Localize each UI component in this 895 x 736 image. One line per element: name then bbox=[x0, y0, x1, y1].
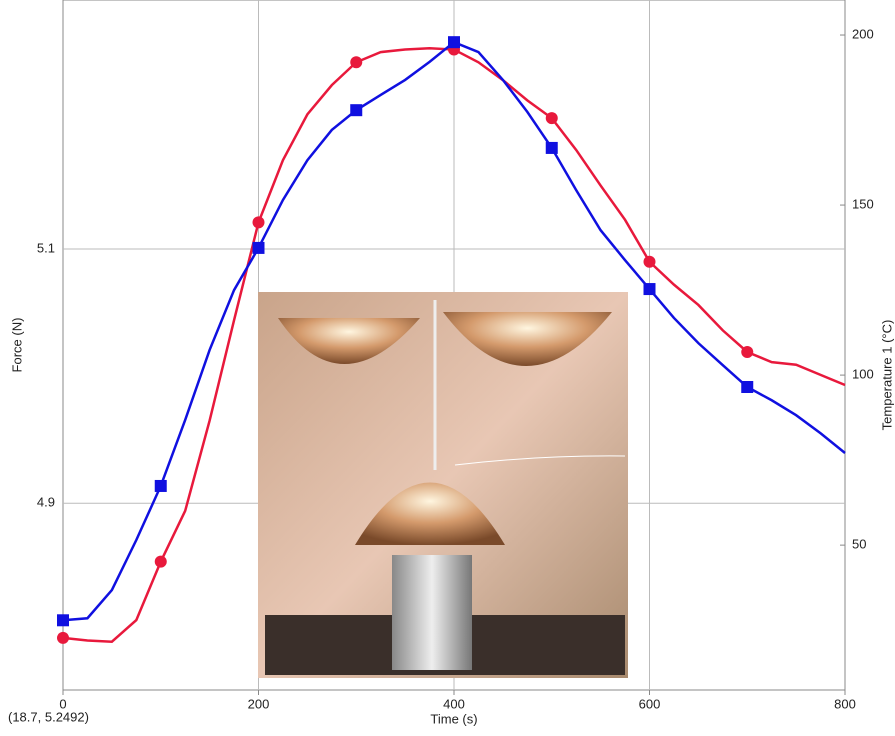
y-tick-label: 4.9 bbox=[37, 495, 55, 510]
photo bbox=[258, 292, 628, 678]
marker bbox=[350, 56, 363, 69]
marker bbox=[154, 555, 167, 568]
y-tick-label: 5.1 bbox=[37, 240, 55, 255]
marker bbox=[545, 112, 558, 125]
marker bbox=[643, 283, 656, 296]
y2-tick-label: 200 bbox=[852, 26, 874, 41]
y2-axis-label: Temperature 1 (°C) bbox=[879, 320, 894, 431]
marker bbox=[350, 104, 363, 117]
series bbox=[57, 36, 846, 644]
x-axis-label: Time (s) bbox=[430, 711, 477, 726]
y2-tick-label: 50 bbox=[852, 537, 866, 552]
marker bbox=[741, 380, 754, 393]
marker bbox=[545, 141, 558, 154]
x-tick-label: 800 bbox=[834, 696, 856, 711]
y2-tick-label: 100 bbox=[852, 367, 874, 382]
marker bbox=[448, 36, 460, 49]
cursor-readout: (18.7, 5.2492) bbox=[8, 709, 89, 724]
marker bbox=[57, 631, 69, 644]
marker bbox=[154, 479, 167, 492]
marker bbox=[643, 255, 656, 268]
marker bbox=[57, 614, 69, 627]
x-tick-label: 200 bbox=[248, 696, 270, 711]
marker bbox=[252, 241, 265, 254]
marker bbox=[252, 216, 265, 229]
y-axis-label: Force (N) bbox=[9, 318, 24, 373]
x-tick-label: 400 bbox=[443, 696, 465, 711]
x-tick-label: 600 bbox=[639, 696, 661, 711]
marker bbox=[741, 345, 754, 358]
y2-tick-label: 150 bbox=[852, 196, 874, 211]
x-tick-label: 0 bbox=[59, 696, 66, 711]
